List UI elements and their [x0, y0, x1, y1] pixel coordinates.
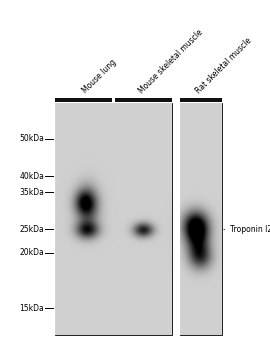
- Bar: [180, 98, 222, 102]
- Text: 15kDa: 15kDa: [19, 304, 44, 313]
- Text: Rat skeletal muscle: Rat skeletal muscle: [194, 36, 253, 95]
- Bar: [115, 98, 172, 102]
- Text: 40kDa: 40kDa: [19, 172, 44, 181]
- Text: 50kDa: 50kDa: [19, 134, 44, 144]
- Bar: [55, 103, 172, 335]
- Text: 20kDa: 20kDa: [19, 248, 44, 257]
- Text: 35kDa: 35kDa: [19, 188, 44, 197]
- Text: Mouse lung: Mouse lung: [81, 57, 118, 95]
- Bar: [180, 103, 222, 335]
- Text: Mouse skeletal muscle: Mouse skeletal muscle: [137, 27, 204, 95]
- Bar: [55, 98, 112, 102]
- Text: Troponin I2 (TNNI2): Troponin I2 (TNNI2): [224, 225, 270, 234]
- Text: 25kDa: 25kDa: [19, 225, 44, 234]
